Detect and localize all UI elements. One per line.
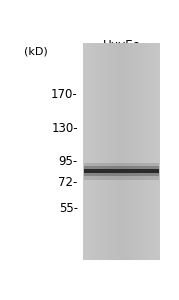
Text: 55-: 55- [59,202,78,214]
Text: 130-: 130- [51,122,78,135]
Text: HuvEc: HuvEc [103,40,140,52]
Text: 170-: 170- [51,88,78,101]
Text: 72-: 72- [59,176,78,189]
Text: 95-: 95- [59,155,78,168]
Text: (kD): (kD) [24,46,47,56]
